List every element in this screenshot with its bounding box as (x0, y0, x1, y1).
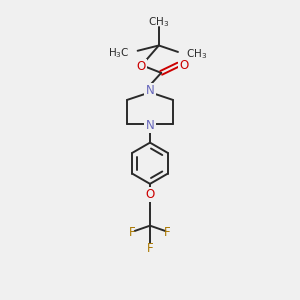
Text: O: O (146, 188, 154, 201)
Text: N: N (146, 119, 154, 132)
Text: H$_3$C: H$_3$C (108, 46, 129, 60)
Text: F: F (164, 226, 171, 239)
Text: O: O (179, 59, 189, 72)
Text: F: F (129, 226, 136, 239)
Text: O: O (136, 60, 146, 73)
Text: N: N (146, 84, 154, 97)
Text: CH$_3$: CH$_3$ (148, 15, 169, 29)
Text: CH$_3$: CH$_3$ (186, 47, 207, 61)
Text: F: F (147, 242, 153, 255)
